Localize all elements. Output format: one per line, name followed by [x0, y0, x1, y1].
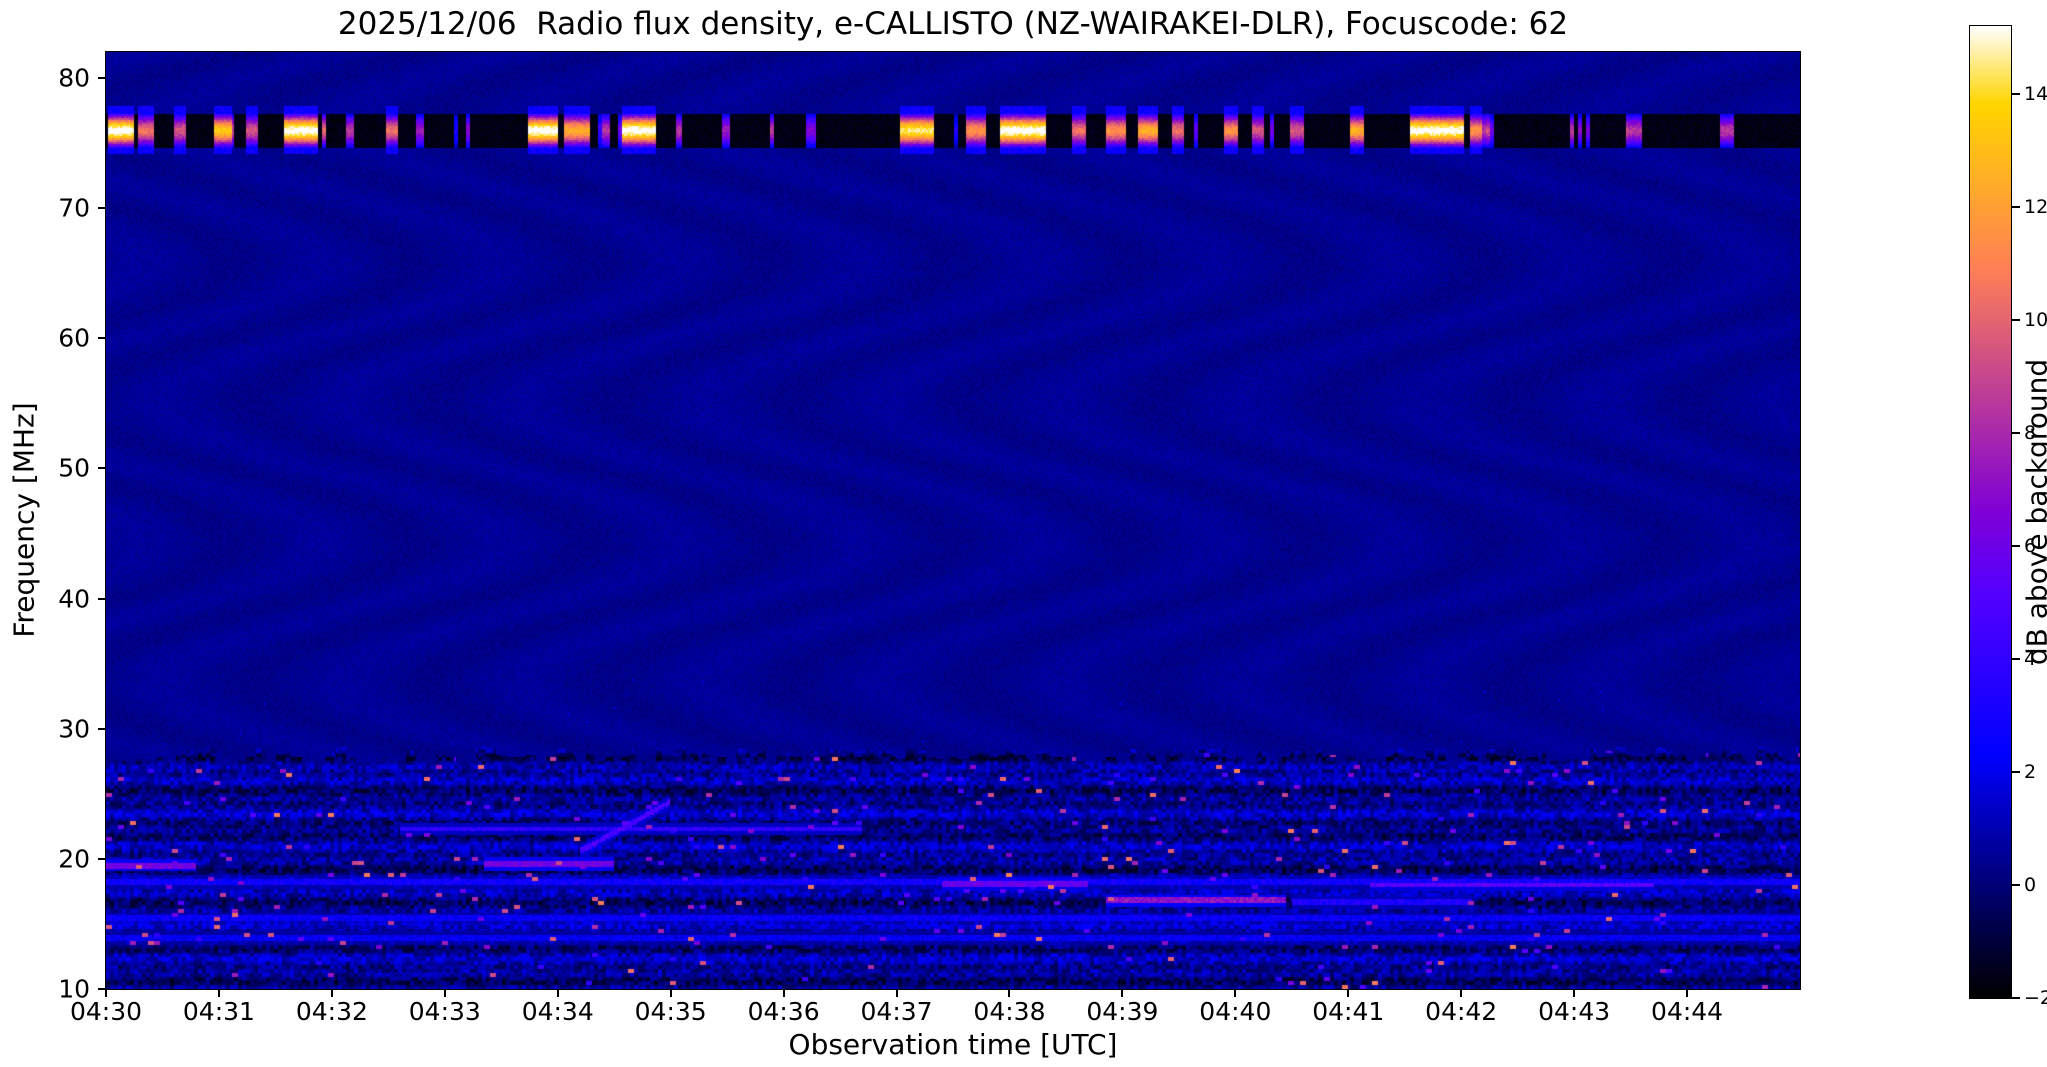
x-tick-mark	[330, 989, 333, 997]
plot-area	[105, 51, 1801, 990]
colorbar-tick-label: 8	[2024, 421, 2037, 444]
x-axis-ticks: 04:30 04:31 04:32 04:33 04:34 04:35 04:36 04:37…	[70, 989, 1800, 1035]
x-tick-mark	[1347, 989, 1350, 997]
y-tick-label: 40	[58, 584, 90, 614]
x-axis-label: Observation time [UTC]	[788, 1028, 1118, 1061]
x-tick-mark	[1234, 989, 1237, 997]
y-tick-label: 50	[58, 453, 90, 483]
colorbar-tick-mark	[2012, 657, 2020, 660]
y-tick-mark	[98, 597, 106, 600]
x-tick-mark	[217, 989, 220, 997]
colorbar-tick-label: 6	[2024, 534, 2037, 557]
chart-title: 2025/12/06 Radio flux density, e-CALLIST…	[337, 6, 1569, 42]
colorbar-tick-mark	[2012, 92, 2020, 95]
x-tick-label: 04:39	[1086, 997, 1159, 1026]
colorbar-tick-mark	[2012, 205, 2020, 208]
x-tick-mark	[556, 989, 559, 997]
x-tick-label: 04:30	[69, 997, 143, 1026]
colorbar-tick-label: 4	[2024, 647, 2037, 670]
x-tick-mark	[105, 989, 107, 997]
y-tick-mark	[98, 857, 106, 860]
colorbar-tick-label: −2	[2024, 987, 2047, 1009]
y-tick-mark	[98, 988, 106, 990]
x-tick-label: 04:31	[182, 997, 255, 1026]
colorbar-tick-label: 12	[2024, 195, 2047, 218]
x-tick-label: 04:34	[521, 997, 594, 1026]
y-tick-label: 20	[58, 844, 90, 874]
colorbar-tick-label: 10	[2024, 308, 2047, 331]
y-axis-ticks: 10 20 30 40 50 60 70 80	[0, 52, 106, 1004]
colorbar	[1969, 25, 2012, 999]
colorbar-tick-mark	[2012, 318, 2020, 321]
colorbar-canvas	[1970, 26, 2011, 998]
y-tick-mark	[98, 77, 106, 80]
x-tick-label: 04:37	[860, 997, 933, 1026]
colorbar-tick-mark	[2012, 770, 2020, 773]
colorbar-tick-mark	[2012, 544, 2020, 547]
colorbar-tick-label: 14	[2024, 82, 2047, 105]
colorbar-tick-label: 0	[2024, 873, 2037, 896]
x-tick-label: 04:43	[1538, 997, 1611, 1026]
y-tick-mark	[98, 207, 106, 210]
colorbar-tick-mark	[2012, 431, 2020, 434]
x-tick-label: 04:42	[1425, 997, 1498, 1026]
colorbar-tick-label: 2	[2024, 760, 2037, 783]
colorbar-label: dB above background	[2020, 358, 2047, 666]
x-tick-label: 04:41	[1312, 997, 1385, 1026]
colorbar-tick-mark	[2012, 883, 2020, 886]
y-tick-mark	[98, 727, 106, 730]
x-tick-label: 04:38	[973, 997, 1046, 1026]
colorbar-ticks: −2 0 2 4 6 8 10 12 14	[2012, 26, 2047, 1009]
x-tick-mark	[669, 989, 672, 997]
spectrogram-canvas	[106, 52, 1800, 989]
x-tick-mark	[895, 989, 898, 997]
y-tick-mark	[98, 467, 106, 470]
x-tick-mark	[782, 989, 785, 997]
x-tick-mark	[443, 989, 446, 997]
y-tick-label: 10	[58, 974, 90, 1004]
x-tick-mark	[1686, 989, 1689, 997]
x-tick-label: 04:36	[747, 997, 820, 1026]
x-tick-label: 04:40	[1199, 997, 1272, 1026]
y-tick-label: 70	[58, 193, 90, 223]
x-tick-label: 04:33	[408, 997, 481, 1026]
x-tick-mark	[1460, 989, 1463, 997]
x-tick-label: 04:44	[1651, 997, 1724, 1026]
y-axis-label: Frequency [MHz]	[7, 402, 41, 638]
y-tick-label: 60	[58, 323, 90, 353]
x-tick-label: 04:32	[295, 997, 368, 1026]
x-tick-label: 04:35	[634, 997, 707, 1026]
colorbar-tick-mark	[2012, 997, 2020, 999]
x-tick-mark	[1008, 989, 1011, 997]
x-tick-mark	[1573, 989, 1576, 997]
x-tick-mark	[1121, 989, 1124, 997]
y-tick-mark	[98, 337, 106, 340]
y-tick-label: 30	[58, 714, 90, 744]
y-tick-label: 80	[58, 63, 90, 93]
